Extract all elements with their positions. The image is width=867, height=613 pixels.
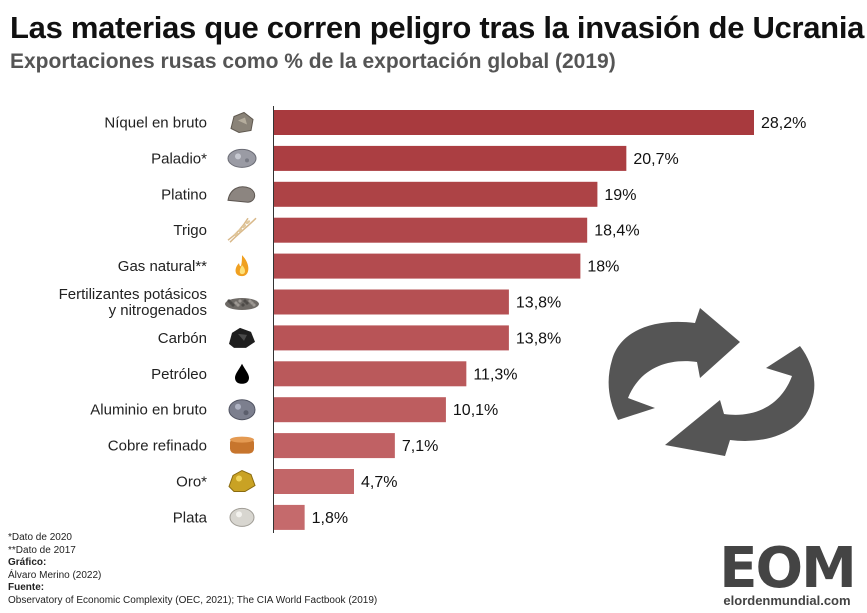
logo-mark: EOM (719, 536, 857, 601)
fuente-value: Observatory of Economic Complexity (OEC,… (8, 594, 378, 606)
bar (274, 325, 509, 351)
flame-icon (235, 255, 249, 277)
bar-value-label: 18% (587, 259, 619, 276)
grafico-value: Álvaro Merino (2022) (8, 569, 102, 581)
category-label: Aluminio en bruto (90, 402, 207, 419)
bar (274, 217, 588, 243)
wheat-icon (227, 217, 257, 243)
category-label: Platino (161, 186, 207, 203)
bar-value-label: 11,3% (473, 366, 517, 383)
logo-url: elordenmundial.com (723, 593, 851, 608)
fuente-label: Fuente: (8, 582, 45, 594)
grafico-label: Gráfico: (8, 557, 47, 569)
bar (274, 433, 395, 459)
chart-subtitle: Exportaciones rusas como % de la exporta… (10, 50, 616, 73)
category-label: Fertilizantes potásicos y nitrogenados (59, 286, 207, 319)
bar-value-label: 7,1% (402, 438, 438, 455)
chart-title: Las materias que corren peligro tras la … (10, 10, 865, 45)
bar-value-label: 10,1% (453, 402, 498, 419)
aluminum-ore-icon (228, 399, 256, 421)
bar-value-label: 13,8% (516, 330, 561, 347)
bar (274, 145, 627, 171)
category-label: Níquel en bruto (104, 115, 207, 132)
category-label: Paladio* (151, 150, 207, 167)
oil-drop-icon (235, 363, 249, 384)
category-label: Gas natural** (118, 258, 207, 275)
footnotes: *Dato de 2020 **Dato de 2017 Gráfico: Ál… (8, 532, 377, 608)
bar (274, 397, 446, 423)
refresh-arrows-icon (608, 308, 815, 456)
bar-value-label: 13,8% (516, 295, 561, 312)
category-label: Cobre refinado (108, 438, 207, 455)
bar (274, 181, 598, 207)
bar-value-label: 19% (604, 187, 636, 204)
category-label: Plata (173, 509, 208, 526)
silver-ore-icon (229, 507, 255, 527)
copper-cathode-icon (230, 436, 254, 454)
eom-logo: EOM elordenmundial.com (712, 536, 862, 608)
palladium-ore-icon (227, 148, 257, 168)
coal-icon (229, 327, 255, 348)
gold-nugget-icon (228, 469, 256, 492)
bar-value-label: 18,4% (594, 223, 639, 240)
nickel-ore-icon (230, 111, 254, 134)
bar-value-label: 1,8% (312, 510, 348, 527)
note-2020: *Dato de 2020 (8, 532, 72, 543)
bar-value-label: 20,7% (633, 151, 678, 168)
bar-value-label: 4,7% (361, 474, 397, 491)
bar (274, 469, 354, 494)
note-2017: **Dato de 2017 (8, 544, 76, 556)
category-label: Petróleo (151, 366, 207, 383)
platinum-ore-icon (227, 186, 256, 203)
bar (274, 253, 581, 279)
fertilizer-icon (225, 298, 259, 310)
category-label: Oro* (176, 474, 207, 491)
bar (274, 110, 754, 135)
category-label: Trigo (173, 222, 207, 239)
bar (274, 504, 305, 530)
bar-value-label: 28,2% (761, 115, 806, 132)
category-label: Carbón (158, 330, 207, 347)
bar (274, 361, 467, 387)
bar (274, 289, 509, 315)
